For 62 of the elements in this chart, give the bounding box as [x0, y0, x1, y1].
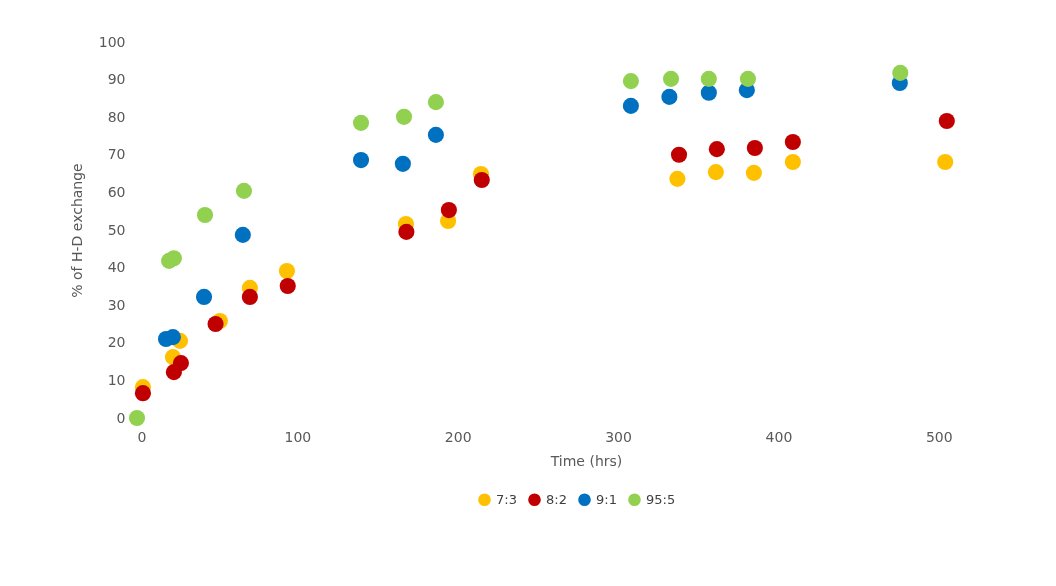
point	[622, 73, 639, 90]
x-tick-label: 400	[765, 428, 793, 445]
x-tick-label: 200	[444, 428, 472, 445]
y-tick-label: 80	[107, 108, 126, 125]
point	[352, 152, 370, 169]
y-tick-label: 0	[116, 409, 126, 426]
point	[440, 202, 457, 219]
point	[937, 153, 954, 170]
point	[234, 226, 251, 243]
point	[172, 355, 189, 372]
legend-label: 8:2	[546, 491, 567, 507]
y-tick-label: 60	[107, 183, 126, 200]
point	[670, 146, 688, 163]
y-tick-label: 90	[107, 71, 126, 88]
y-tick-label: 70	[107, 146, 126, 163]
point	[134, 385, 151, 402]
point	[473, 171, 490, 189]
point	[279, 277, 296, 295]
y-tick-label: 30	[107, 296, 126, 313]
point	[892, 64, 909, 81]
y-axis-title: % of H-D exchange	[68, 163, 85, 298]
point	[661, 88, 678, 105]
point	[622, 97, 639, 114]
point	[707, 164, 724, 181]
point	[938, 112, 955, 130]
y-tick-label: 40	[107, 259, 126, 276]
legend-label: 7:3	[496, 491, 517, 507]
point	[745, 164, 762, 181]
point	[739, 70, 757, 87]
point	[784, 133, 801, 151]
point	[662, 70, 680, 87]
point	[195, 288, 213, 305]
point	[352, 114, 370, 131]
point	[165, 250, 182, 267]
x-tick-label: 500	[925, 428, 953, 445]
point	[669, 170, 686, 187]
point	[700, 70, 717, 87]
point	[128, 409, 146, 427]
point	[278, 262, 295, 280]
y-tick-label: 50	[107, 221, 126, 238]
y-tick-label: 10	[107, 371, 126, 388]
x-tick-label: 300	[605, 428, 632, 445]
y-tick-label: 20	[107, 334, 126, 351]
x-tick-label: 100	[284, 428, 312, 445]
legend-label: 95:5	[646, 491, 676, 507]
point	[784, 153, 801, 170]
x-axis-title: Time (hrs)	[549, 452, 623, 469]
point	[398, 223, 415, 240]
point	[427, 126, 444, 143]
point	[207, 315, 224, 333]
point	[746, 139, 763, 157]
point	[700, 84, 717, 101]
point	[241, 288, 258, 305]
point	[427, 94, 444, 111]
x-tick-label: 0	[137, 428, 147, 445]
legend-label: 9:1	[596, 491, 617, 507]
y-tick-label: 100	[98, 33, 126, 50]
point	[394, 155, 411, 172]
point	[196, 206, 214, 224]
point	[395, 108, 413, 125]
point	[235, 182, 253, 199]
point	[708, 141, 725, 158]
